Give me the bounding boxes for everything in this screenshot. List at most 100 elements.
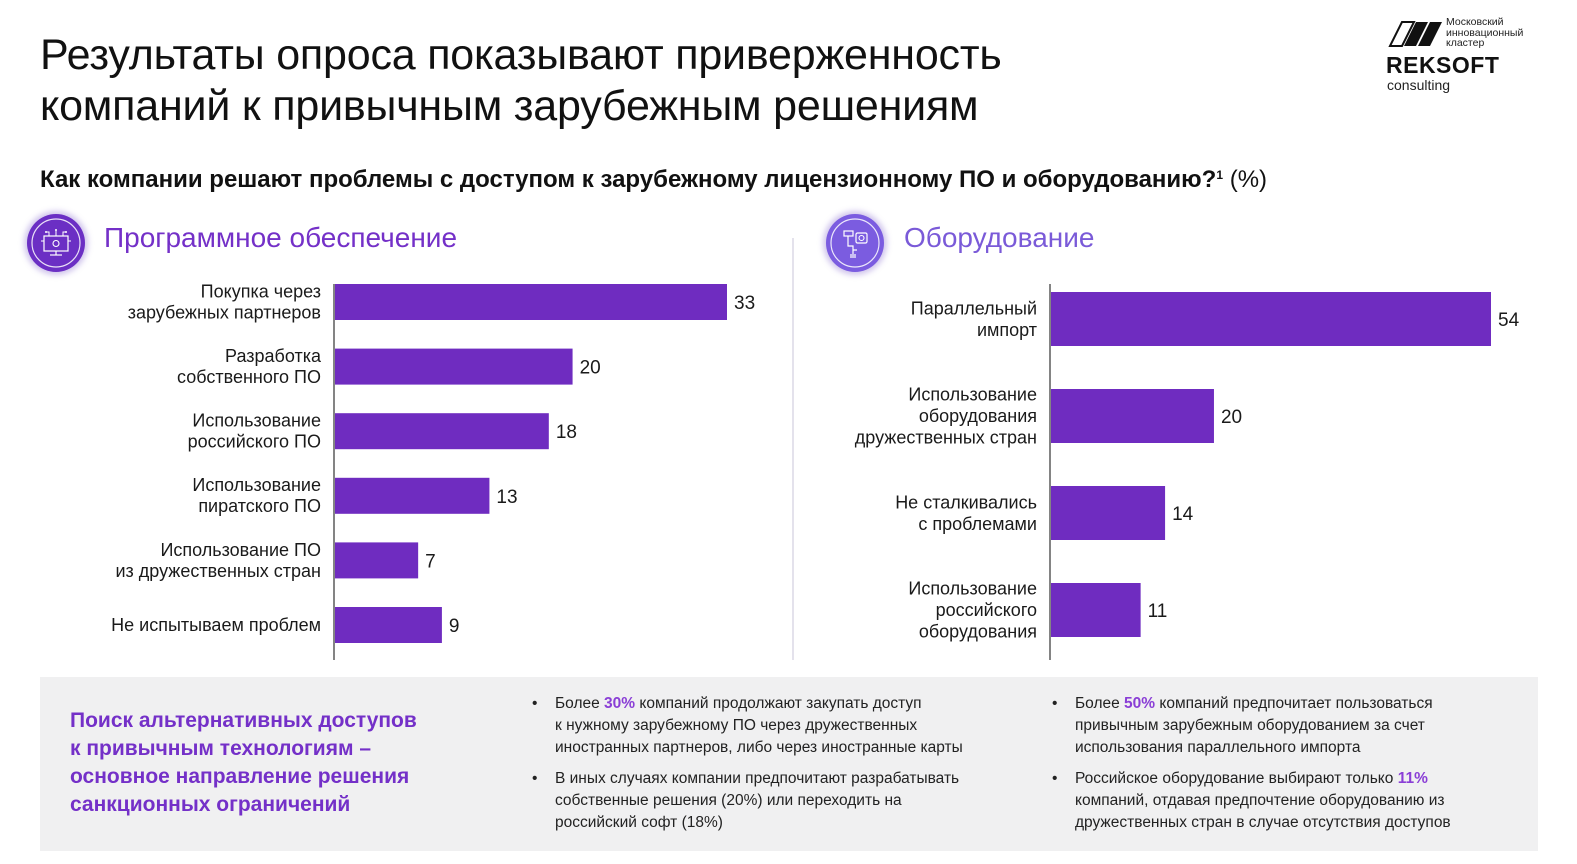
finding-item: • Более 50% компаний предпочитает пользо… xyxy=(1052,693,1522,759)
logo-cluster-line-2: инновационный xyxy=(1446,26,1524,39)
hardware-category-label: Не сталкивались с проблемами xyxy=(895,492,1037,534)
software-value-label: 18 xyxy=(556,422,577,443)
logo-sub: consulting xyxy=(1387,77,1451,93)
hardware-value-label: 11 xyxy=(1148,601,1168,622)
question-text: Как компании решают проблемы с доступом … xyxy=(40,166,1217,193)
hardware-category-label-line: Параллельный xyxy=(911,298,1037,318)
finding-line: Российское оборудование выбирают только … xyxy=(1075,768,1522,790)
finding-line: российский софт (18%) xyxy=(555,814,723,831)
software-bar xyxy=(335,542,419,579)
hardware-category-label-line: Не сталкивались xyxy=(895,492,1037,512)
hardware-category-label: Использование российского оборудования xyxy=(908,579,1037,642)
software-value-label: 7 xyxy=(425,551,436,572)
hardware-section-title: Оборудование xyxy=(904,222,1095,253)
page-title-line-2: компаний к привычным зарубежным решениям xyxy=(40,82,979,130)
bullet-icon: • xyxy=(532,770,538,787)
software-category-label: Не испытываем проблем xyxy=(111,615,321,635)
conclusion-line: Поиск альтернативных доступов xyxy=(70,709,417,732)
finding-item: • Более 30% компаний продолжают закупать… xyxy=(532,693,1012,759)
conclusion-text: Поиск альтернативных доступов к привычны… xyxy=(70,707,490,819)
hardware-bar xyxy=(1051,583,1141,637)
bullet-icon: • xyxy=(1052,770,1058,787)
software-bar xyxy=(335,477,490,514)
software-value-label: 9 xyxy=(449,616,460,637)
finding-line: Более 30% компаний продолжают закупать д… xyxy=(555,693,1012,715)
finding-line: Более 50% компаний предпочитает пользова… xyxy=(1075,693,1522,715)
hardware-category-label-line: российского xyxy=(936,600,1037,620)
section-divider xyxy=(792,238,794,660)
hardware-bar xyxy=(1051,292,1491,346)
software-category-label-line: российского ПО xyxy=(188,432,321,452)
finding-line: собственные решения (20%) или переходить… xyxy=(555,792,902,809)
monitor-circuit-icon xyxy=(27,214,85,272)
moscow-cluster-logo-icon xyxy=(1388,21,1442,47)
software-bar xyxy=(335,607,442,643)
hardware-value-label: 20 xyxy=(1221,407,1242,428)
finding-line: В иных случаях компании предпочитают раз… xyxy=(555,770,960,787)
hardware-category-label-line: с проблемами xyxy=(918,514,1037,534)
page-title-line-1: Результаты опроса показывают приверженно… xyxy=(40,31,1002,79)
summary-panel: Поиск альтернативных доступов к привычны… xyxy=(40,677,1538,851)
hardware-category-label-line: Использование xyxy=(908,579,1037,599)
logo-cluster-line-3: кластер xyxy=(1446,37,1485,49)
conclusion-line: к привычным технологиям – xyxy=(70,737,371,760)
conclusion-line: основное направление решения xyxy=(70,765,410,788)
software-category-label: Использование российского ПО xyxy=(188,411,321,452)
finding-line: дружественных стран в случае отсутствия … xyxy=(1075,814,1451,831)
hardware-bar xyxy=(1051,389,1214,443)
hardware-category-label-line: импорт xyxy=(977,320,1037,340)
finding-item: • В иных случаях компании предпочитают р… xyxy=(532,768,1012,834)
software-category-label-line: зарубежных партнеров xyxy=(128,302,321,322)
software-category-label-line: Использование xyxy=(192,411,321,431)
page-title: Результаты опроса показывают приверженно… xyxy=(40,30,1002,132)
software-category-label: Использование ПО из дружественных стран xyxy=(115,540,321,581)
hardware-value-label: 14 xyxy=(1172,504,1194,525)
hardware-category-label-line: дружественных стран xyxy=(855,428,1037,448)
software-category-label-line: Использование ПО xyxy=(160,540,321,560)
finding-line: иностранных партнеров, либо через иностр… xyxy=(555,739,963,756)
finding-text: Более xyxy=(555,695,605,712)
software-category-label-line: пиратского ПО xyxy=(198,496,321,516)
hardware-category-label-line: оборудования xyxy=(919,622,1037,642)
software-category-label: Использование пиратского ПО xyxy=(192,475,321,516)
hardware-findings-list: • Более 50% компаний предпочитает пользо… xyxy=(1052,693,1522,843)
software-category-label: Разработка собственного ПО xyxy=(177,346,322,387)
software-category-label-line: Разработка xyxy=(225,346,322,366)
hardware-category-label-line: оборудования xyxy=(919,406,1037,426)
software-section-title: Программное обеспечение xyxy=(104,222,458,253)
finding-highlight: 11% xyxy=(1397,770,1428,787)
software-category-label-line: Не испытываем проблем xyxy=(111,615,321,635)
robotic-arm-icon xyxy=(826,214,884,272)
software-bar xyxy=(335,413,549,450)
finding-text: компаний предпочитает пользоваться xyxy=(1155,695,1433,712)
finding-highlight: 30% xyxy=(604,695,636,712)
software-category-label-line: из дружественных стран xyxy=(115,561,321,581)
bullet-icon: • xyxy=(532,695,538,712)
software-value-label: 33 xyxy=(734,293,755,314)
question-footnote: 1 xyxy=(1216,168,1224,182)
finding-text: Более xyxy=(1075,695,1125,712)
software-category-label-line: Использование xyxy=(192,475,321,495)
hardware-category-label: Параллельный импорт xyxy=(911,298,1037,340)
logo-cluster-text: Московский инновационный кластер xyxy=(1446,17,1523,49)
finding-line: компаний, отдавая предпочтение оборудова… xyxy=(1075,792,1445,809)
software-category-label-line: Покупка через xyxy=(201,281,321,301)
software-bar-chart: 33 Покупка через зарубежных партнеров 20 Раз… xyxy=(111,281,755,660)
company-logo: Московский инновационный кластер REKSOFT… xyxy=(1386,16,1556,96)
software-bar xyxy=(335,284,727,320)
software-category-label: Покупка через зарубежных партнеров xyxy=(128,281,321,322)
question-unit: (%) xyxy=(1223,166,1268,193)
hardware-value-label: 54 xyxy=(1498,310,1520,331)
bullet-icon: • xyxy=(1052,695,1058,712)
finding-text: компаний продолжают закупать доступ xyxy=(635,695,922,712)
software-bar xyxy=(335,348,573,385)
finding-highlight: 50% xyxy=(1124,695,1156,712)
hardware-category-label: Использование оборудования дружественных с… xyxy=(855,385,1037,448)
hardware-bar xyxy=(1051,486,1166,540)
software-value-label: 20 xyxy=(580,358,601,379)
finding-line: использования параллельного импорта xyxy=(1075,739,1361,756)
software-category-label-line: собственного ПО xyxy=(177,367,321,387)
finding-line: к нужному зарубежному ПО через дружестве… xyxy=(555,717,918,734)
software-findings-list: • Более 30% компаний продолжают закупать… xyxy=(532,693,1012,843)
